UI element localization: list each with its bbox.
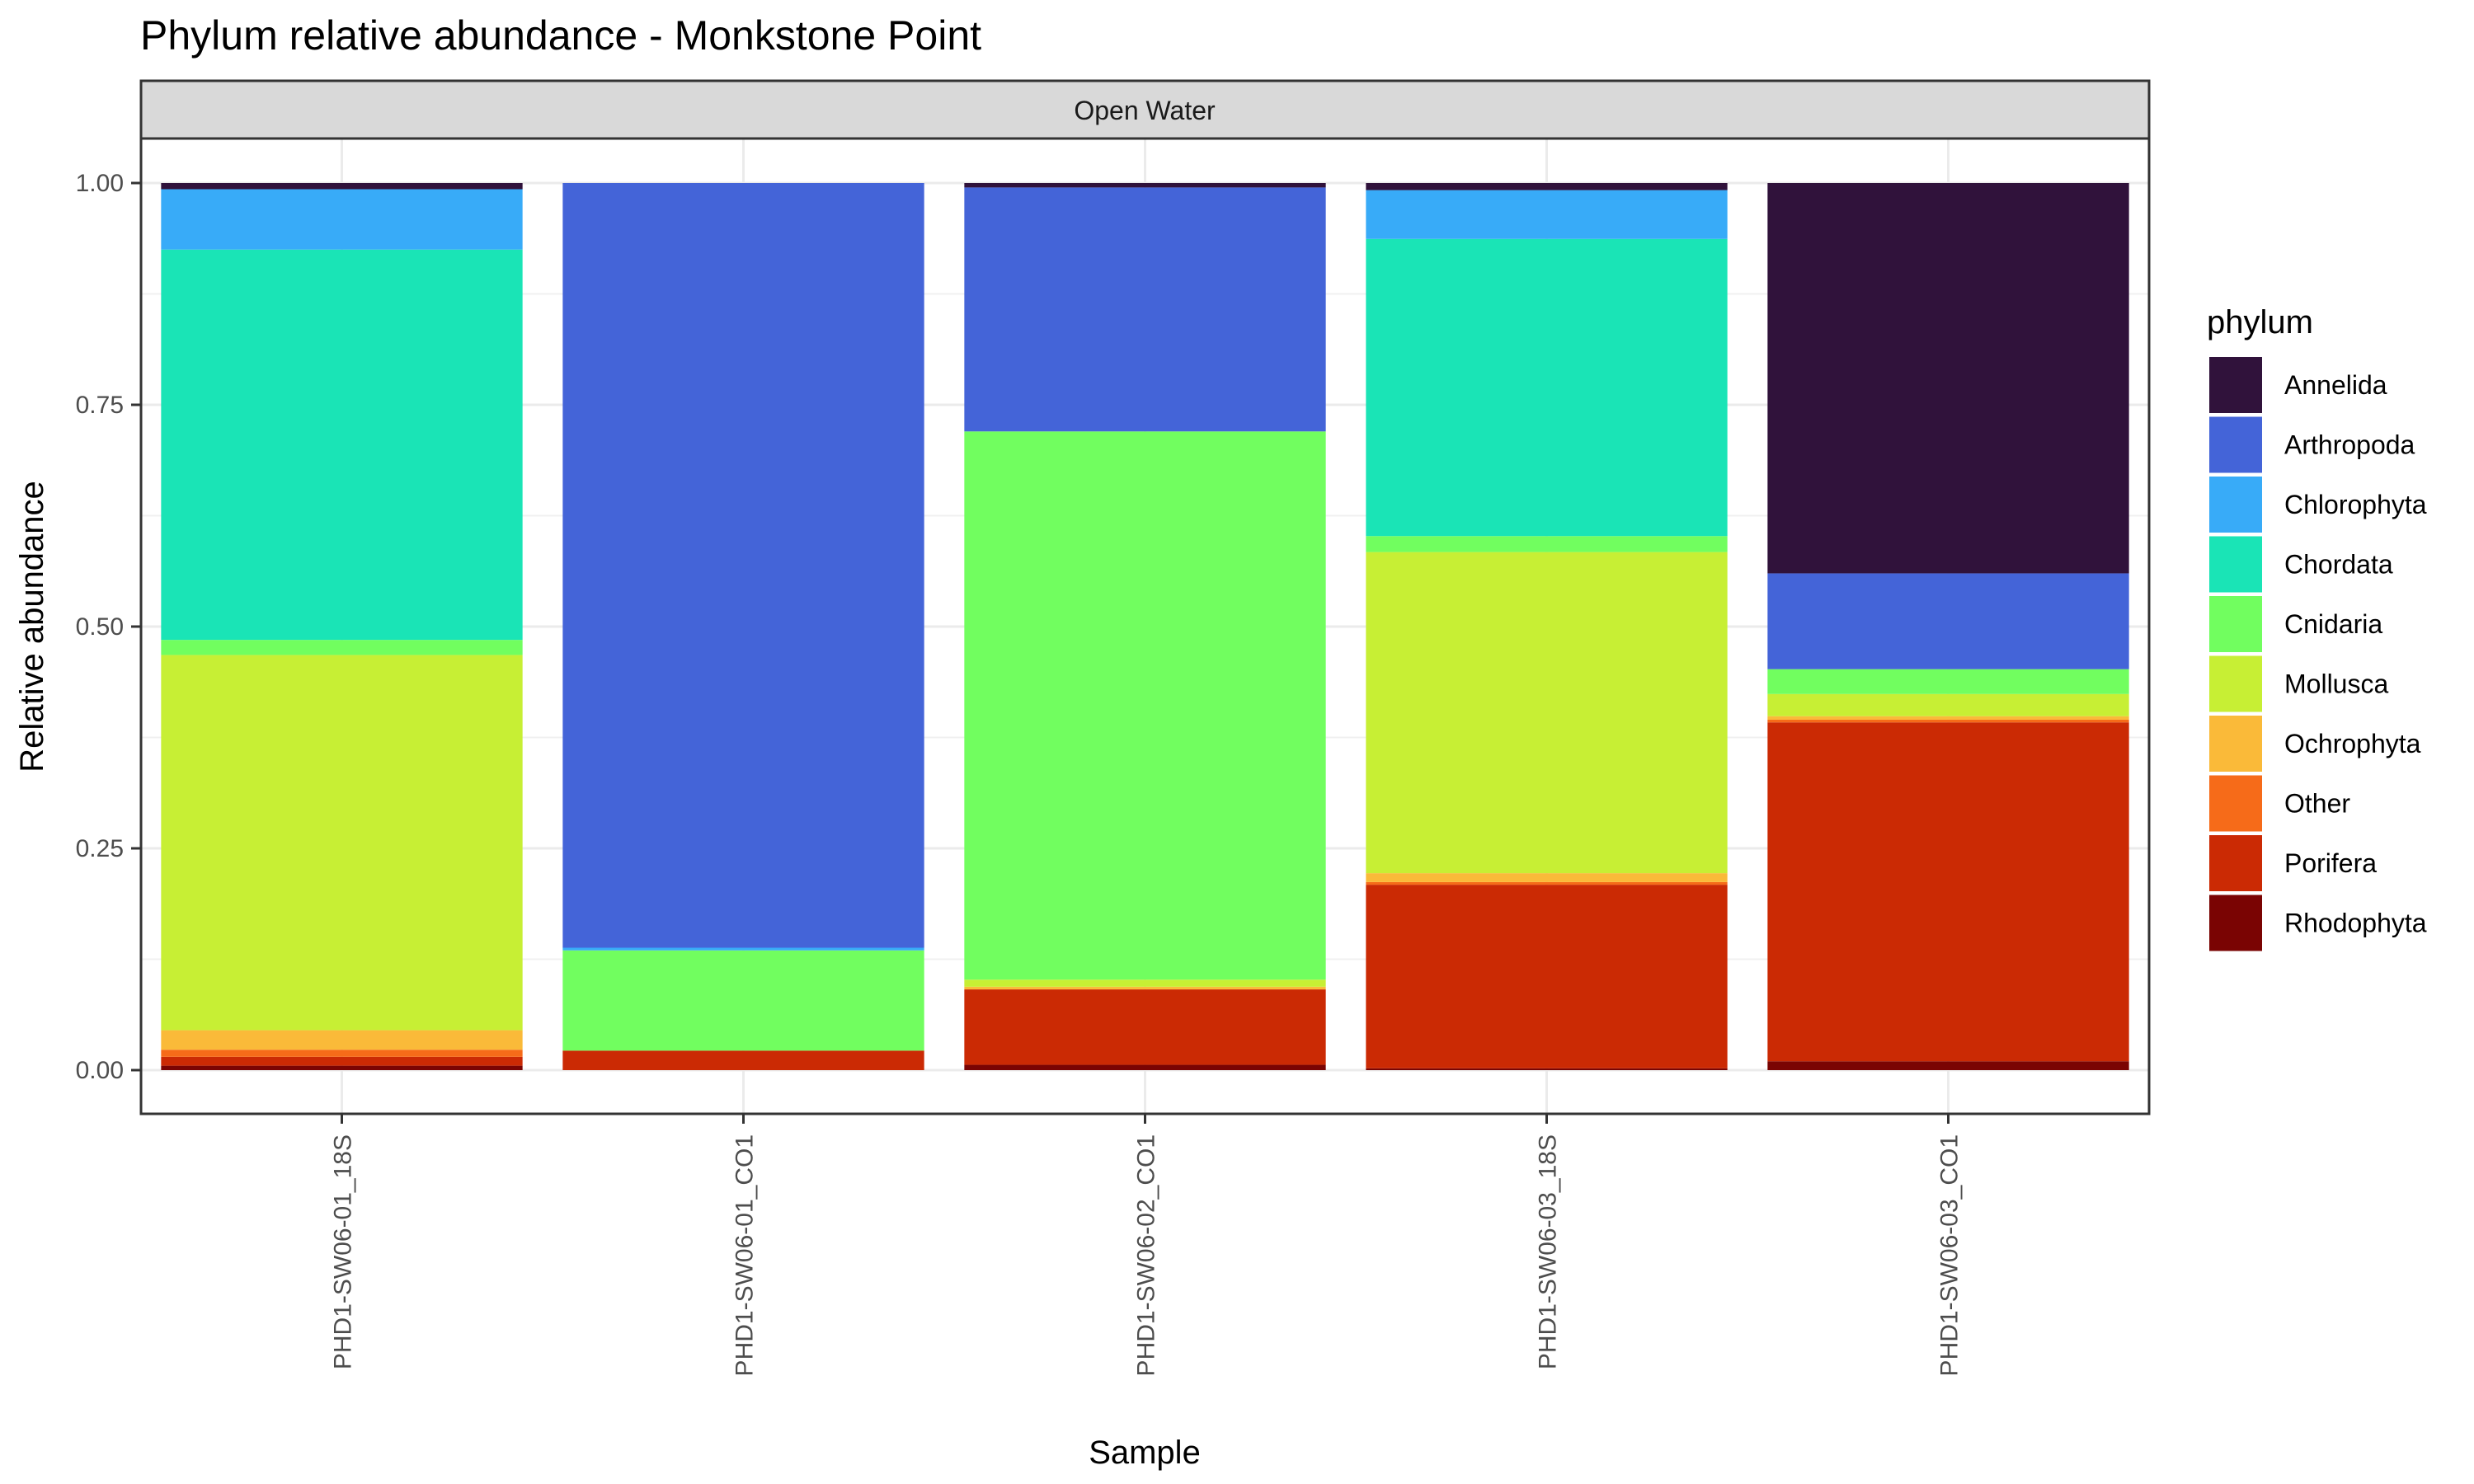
legend-swatch-porifera <box>2208 834 2264 893</box>
bar-segment-ochrophyta <box>1366 873 1728 882</box>
bar-segment-annelida <box>1767 183 2129 574</box>
x-tick-label: PHD1-SW06-01_CO1 <box>731 1134 759 1376</box>
bar-segment-cnidaria <box>161 640 523 655</box>
y-tick-label: 0.50 <box>76 613 124 641</box>
bar-segment-rhodophyta <box>964 1064 1326 1070</box>
bar-segment-rhodophyta <box>161 1065 523 1070</box>
bar-segment-rhodophyta <box>1366 1068 1728 1070</box>
legend-label-annelida: Annelida <box>2284 370 2387 400</box>
legend-swatch-mollusca <box>2208 654 2264 714</box>
bar-segment-rhodophyta <box>1767 1061 2129 1070</box>
legend-swatch-chordata <box>2208 534 2264 594</box>
legend: Annelida Arthropoda Chlorophyta Chordata Cni… <box>2208 355 2427 953</box>
bar-segment-other <box>161 1050 523 1057</box>
bar-segment-chlorophyta <box>562 947 924 951</box>
y-tick-label: 0.00 <box>76 1057 124 1084</box>
y-tick-label: 1.00 <box>76 170 124 197</box>
chart-title: Phylum relative abundance - Monkstone Po… <box>140 12 981 59</box>
x-tick-label: PHD1-SW06-02_CO1 <box>1133 1134 1160 1376</box>
bar-segment-chordata <box>1366 238 1728 537</box>
bar-segment-ochrophyta <box>964 986 1326 990</box>
bar-segment-chlorophyta <box>1366 190 1728 239</box>
bar-segment-cnidaria <box>1767 669 2129 694</box>
legend-label-rhodophyta: Rhodophyta <box>2284 909 2427 938</box>
facet-label: Open Water <box>1074 96 1216 125</box>
legend-label-porifera: Porifera <box>2284 848 2377 878</box>
bar-segment-mollusca <box>161 655 523 1031</box>
bar-segment-annelida <box>1366 183 1728 190</box>
bar-segment-other <box>1366 881 1728 885</box>
legend-label-cnidaria: Cnidaria <box>2284 609 2382 639</box>
bar-segment-annelida <box>161 183 523 190</box>
legend-title: phylum <box>2207 304 2313 340</box>
legend-swatch-arthropoda <box>2208 415 2264 475</box>
bar-segment-chlorophyta <box>161 189 523 250</box>
x-tick-label: PHD1-SW06-01_18S <box>330 1134 357 1369</box>
bar-segment-porifera <box>562 1050 924 1070</box>
y-tick-label: 0.25 <box>76 835 124 862</box>
bar-segment-mollusca <box>964 979 1326 987</box>
bar-segment-ochrophyta <box>1767 716 2129 720</box>
bar-segment-annelida <box>964 183 1326 188</box>
bar-segment-mollusca <box>1366 552 1728 874</box>
bar-segment-ochrophyta <box>161 1030 523 1050</box>
legend-swatch-ochrophyta <box>2208 714 2264 773</box>
legend-swatch-other <box>2208 773 2264 834</box>
x-tick-label: PHD1-SW06-03_18S <box>1535 1134 1562 1369</box>
bar-segment-porifera <box>161 1056 523 1066</box>
bar-segment-porifera <box>1767 722 2129 1062</box>
bars <box>161 183 2129 1070</box>
legend-label-other: Other <box>2284 789 2350 819</box>
legend-label-ochrophyta: Ochrophyta <box>2284 729 2421 758</box>
y-axis-title: Relative abundance <box>14 481 50 773</box>
facet-strip <box>139 79 2151 140</box>
bar-segment-porifera <box>964 989 1326 1065</box>
x-axis-title: Sample <box>1089 1435 1201 1471</box>
x-axis: PHD1-SW06-01_18S PHD1-SW06-01_CO1 PHD1-SW0… <box>330 1114 1964 1376</box>
legend-swatch-rhodophyta <box>2208 893 2264 953</box>
bar-segment-arthropoda <box>562 183 924 948</box>
bar-segment-other <box>1767 719 2129 723</box>
bar-segment-arthropoda <box>1767 573 2129 669</box>
y-axis: 0.00 0.25 0.50 0.75 1.00 <box>76 170 141 1084</box>
y-tick-label: 0.75 <box>76 392 124 419</box>
bar-segment-cnidaria <box>562 950 924 1051</box>
legend-swatch-cnidaria <box>2208 594 2264 654</box>
bar-segment-chordata <box>161 249 523 641</box>
x-tick-label: PHD1-SW06-03_CO1 <box>1936 1134 1964 1376</box>
bar-segment-porifera <box>1366 885 1728 1068</box>
legend-label-chordata: Chordata <box>2284 550 2393 580</box>
bar-segment-cnidaria <box>964 431 1326 980</box>
legend-label-chlorophyta: Chlorophyta <box>2284 490 2427 519</box>
legend-label-arthropoda: Arthropoda <box>2284 430 2415 460</box>
bar-segment-mollusca <box>1767 693 2129 716</box>
bar-segment-arthropoda <box>964 187 1326 432</box>
bar-segment-cnidaria <box>1366 536 1728 552</box>
legend-swatch-chlorophyta <box>2208 475 2264 534</box>
legend-label-mollusca: Mollusca <box>2284 669 2388 699</box>
legend-swatch-annelida <box>2208 355 2264 415</box>
